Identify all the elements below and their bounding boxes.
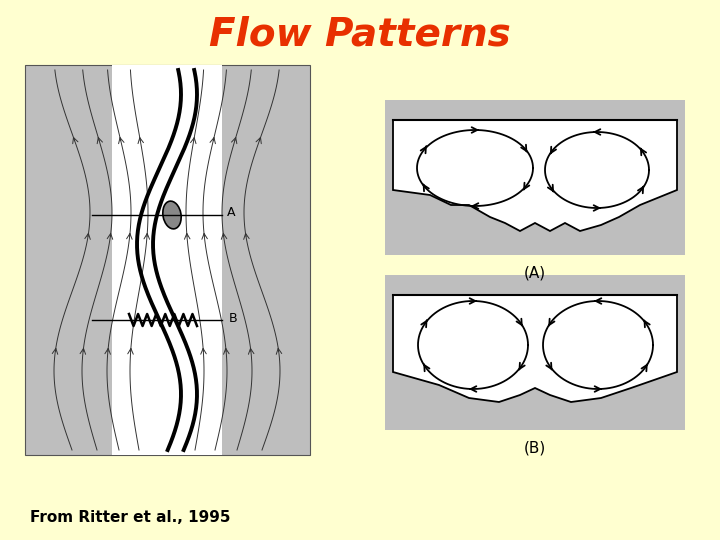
Bar xyxy=(25,65,310,455)
Polygon shape xyxy=(393,295,677,402)
Text: Flow Patterns: Flow Patterns xyxy=(209,16,511,54)
Bar xyxy=(385,275,685,430)
Bar xyxy=(112,65,222,455)
Text: From Ritter et al., 1995: From Ritter et al., 1995 xyxy=(30,510,230,525)
Text: (B): (B) xyxy=(524,441,546,456)
Text: B: B xyxy=(229,312,238,325)
Polygon shape xyxy=(393,120,677,231)
Text: (A): (A) xyxy=(524,266,546,280)
Bar xyxy=(385,100,685,255)
Text: A: A xyxy=(227,206,235,219)
Ellipse shape xyxy=(163,201,181,229)
